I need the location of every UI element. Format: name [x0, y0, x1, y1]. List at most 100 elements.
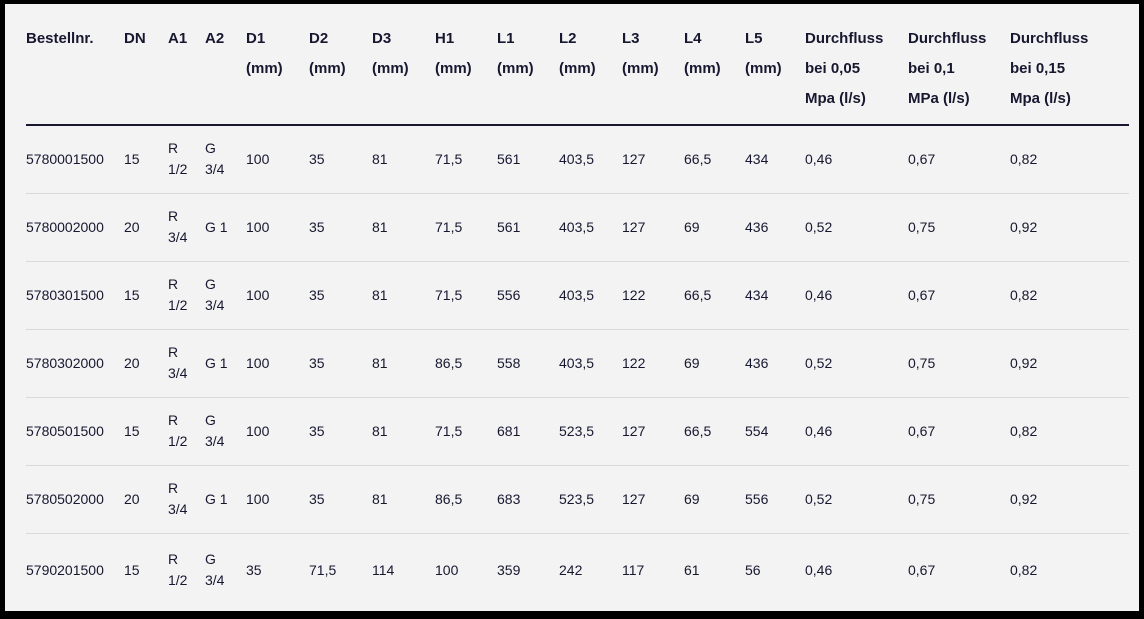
column-header-line: (mm) [246, 60, 283, 77]
cell-df015: 0,92 [1010, 329, 1129, 398]
column-header-line: (mm) [435, 60, 472, 77]
cell-df01: 0,75 [908, 465, 1010, 534]
cell-d3: 114 [372, 561, 395, 578]
cell-d2: 35 [309, 465, 372, 534]
column-header-l5: L5 (mm) [745, 4, 805, 126]
table-row: 5780501500 15 R 1/2 G 3/4 100 35 81 71,5 681 523,… [26, 397, 1129, 466]
cell-l5: 436 [745, 193, 805, 262]
cell-h1: 86,5 [435, 329, 497, 398]
column-header-l4: L4 (mm) [684, 4, 745, 126]
cell-a2: G 1 [205, 465, 246, 534]
cell-a1: R 1/2 [168, 397, 205, 466]
cell-df005: 0,52 [805, 465, 908, 534]
cell-l2: 523,5 [559, 397, 622, 466]
column-header-line: A1 [168, 30, 188, 47]
column-header-l3: L3 (mm) [622, 4, 684, 126]
column-header-h1: H1 (mm) [435, 4, 497, 126]
header-row: Bestellnr. DN A1 A2 D1 (mm) D2 (mm) D3 (mm) H1 (mm)… [26, 4, 1129, 126]
cell-a2: G 3/4 [205, 261, 246, 330]
cell-bestellnr: 5790201500 [26, 561, 104, 578]
column-header-line: L1 [497, 30, 515, 47]
column-header-line: Durchfluss [805, 30, 884, 47]
cell-a1: R 1/2 [168, 551, 188, 589]
column-header-bestellnr: Bestellnr. [26, 4, 124, 126]
cell-l5: 436 [745, 329, 805, 398]
column-header-line: L2 [559, 30, 577, 47]
column-header-line: D1 [246, 30, 266, 47]
column-header-line: A2 [205, 30, 225, 47]
cell-d2: 35 [309, 397, 372, 466]
column-header-df01: Durchfluss bei 0,1 MPa (l/s) [908, 4, 1010, 126]
cell-a1: R 3/4 [168, 465, 205, 534]
cell-dn: 15 [124, 397, 168, 466]
column-header-a1: A1 [168, 4, 205, 126]
cell-l2: 242 [559, 561, 583, 578]
column-header-line: MPa (l/s) [908, 90, 970, 107]
table-row: 5780002000 20 R 3/4 G 1 100 35 81 71,5 561 403,5 1… [26, 193, 1129, 262]
product-spec-table: Bestellnr. DN A1 A2 D1 (mm) D2 (mm) D3 (mm) H1 (mm)… [26, 4, 1129, 607]
cell-bestellnr: 5780501500 [26, 397, 124, 466]
column-header-line: D3 [372, 30, 392, 47]
cell-d3: 81 [372, 465, 435, 534]
cell-df015: 0,82 [1010, 261, 1129, 330]
cell-a1: R 1/2 [168, 261, 205, 330]
cell-df01: 0,67 [908, 397, 1010, 466]
cell-l1: 561 [497, 193, 559, 262]
column-header-l2: L2 (mm) [559, 4, 622, 126]
cell-l1: 681 [497, 397, 559, 466]
cell-l3: 127 [622, 465, 684, 534]
column-header-line: (mm) [497, 60, 534, 77]
column-header-line: Mpa (l/s) [1010, 90, 1071, 107]
cell-l4: 66,5 [684, 397, 745, 466]
cell-dn: 20 [124, 465, 168, 534]
column-header-l1: L1 (mm) [497, 4, 559, 126]
cell-df005: 0,46 [805, 397, 908, 466]
cell-l4: 69 [684, 329, 745, 398]
cell-l3: 122 [622, 261, 684, 330]
page-background: Bestellnr. DN A1 A2 D1 (mm) D2 (mm) D3 (mm) H1 (mm)… [5, 4, 1139, 611]
cell-a2: G 3/4 [205, 397, 246, 466]
column-header-line: Durchfluss [908, 30, 987, 47]
column-header-line: (mm) [309, 60, 346, 77]
column-header-d3: D3 (mm) [372, 4, 435, 126]
cell-h1: 71,5 [435, 125, 497, 194]
cell-a1: R 1/2 [168, 125, 205, 194]
cell-dn: 20 [124, 193, 168, 262]
cell-bestellnr: 5780302000 [26, 329, 124, 398]
cell-df01: 0,67 [908, 261, 1010, 330]
cell-dn: 15 [124, 261, 168, 330]
cell-d1: 100 [246, 193, 309, 262]
cell-d1: 100 [246, 465, 309, 534]
cell-a2: G 1 [205, 329, 246, 398]
column-header-line: H1 [435, 30, 455, 47]
table-row: 5780301500 15 R 1/2 G 3/4 100 35 81 71,5 556 403,… [26, 261, 1129, 330]
column-header-line: bei 0,15 [1010, 60, 1066, 77]
column-header-line: bei 0,1 [908, 60, 955, 77]
cell-d2: 71,5 [309, 561, 337, 578]
cell-l2: 523,5 [559, 465, 622, 534]
cell-df015: 0,82 [1010, 561, 1038, 578]
cell-d3: 81 [372, 397, 435, 466]
cell-l5: 556 [745, 465, 805, 534]
cell-d1: 100 [246, 397, 309, 466]
cell-h1: 100 [435, 561, 459, 578]
column-header-line: (mm) [372, 60, 409, 77]
column-header-line: L4 [684, 30, 702, 47]
cell-a2: G 1 [205, 193, 246, 262]
cell-l5: 434 [745, 261, 805, 330]
cell-df005: 0,46 [805, 561, 833, 578]
cell-df01: 0,75 [908, 193, 1010, 262]
cell-a1: R 3/4 [168, 193, 205, 262]
column-header-line: Durchfluss [1010, 30, 1089, 47]
cell-l2: 403,5 [559, 193, 622, 262]
cell-bestellnr: 5780001500 [26, 125, 124, 194]
column-header-line: DN [124, 30, 146, 47]
column-header-line: D2 [309, 30, 329, 47]
column-header-line: (mm) [559, 60, 596, 77]
cell-l4: 61 [684, 561, 700, 578]
column-header-dn: DN [124, 4, 168, 126]
cell-h1: 71,5 [435, 193, 497, 262]
cell-l4: 69 [684, 193, 745, 262]
cell-l3: 127 [622, 125, 684, 194]
column-header-d2: D2 (mm) [309, 4, 372, 126]
